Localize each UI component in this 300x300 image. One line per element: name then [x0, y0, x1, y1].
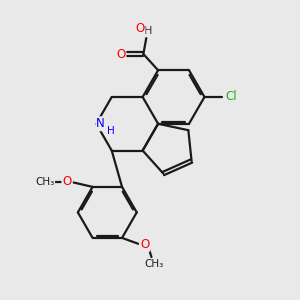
Text: H: H [144, 26, 152, 36]
Text: O: O [140, 238, 149, 251]
Text: N: N [96, 117, 105, 130]
Text: O: O [62, 176, 72, 188]
Text: CH₃: CH₃ [145, 260, 164, 269]
Text: H: H [107, 126, 115, 136]
Text: CH₃: CH₃ [35, 178, 54, 188]
Text: O: O [135, 22, 145, 34]
Text: Cl: Cl [225, 91, 237, 103]
Text: O: O [116, 47, 125, 61]
